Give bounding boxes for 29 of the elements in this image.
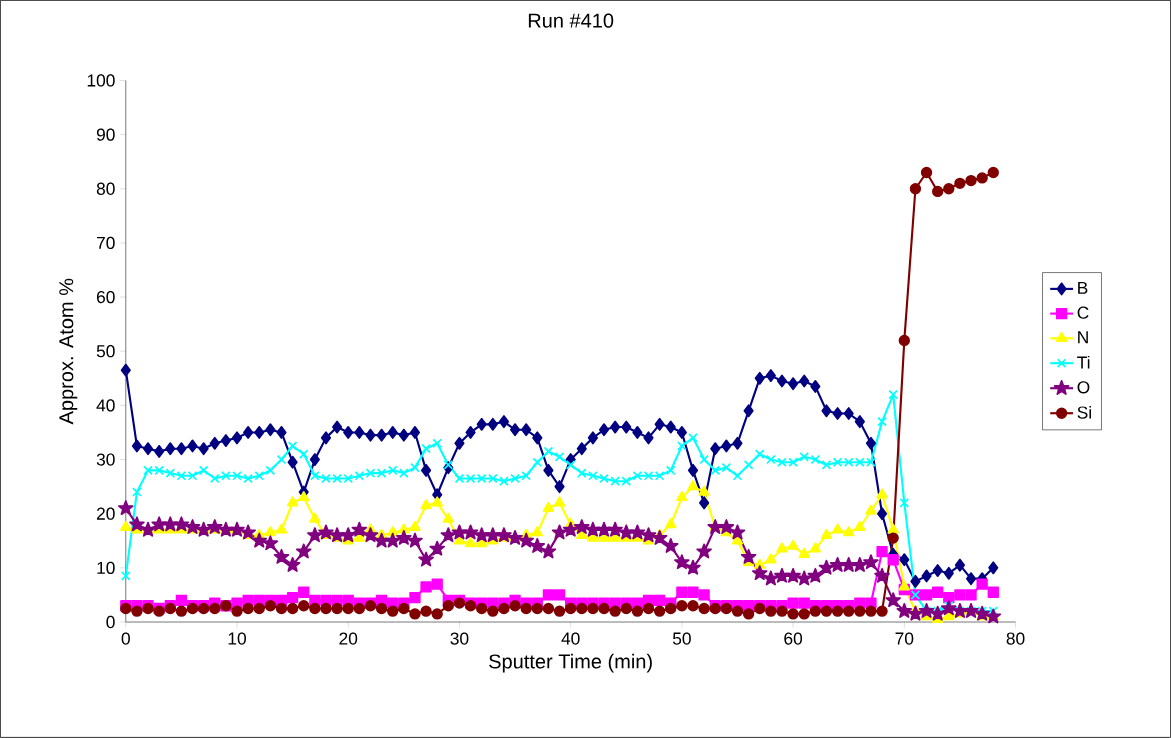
- y-tick-label: 20: [96, 507, 115, 520]
- legend-label: O: [1077, 381, 1090, 394]
- legend-label: Ti: [1077, 356, 1090, 369]
- y-tick-label: 0: [106, 615, 115, 629]
- y-tick-label: 30: [96, 453, 115, 466]
- y-tick-label: 10: [97, 561, 115, 575]
- x-tick-label: 40: [561, 632, 580, 645]
- legend-label: B: [1078, 282, 1088, 294]
- x-tick-label: 50: [672, 632, 691, 645]
- x-tick-label: 20: [339, 632, 358, 645]
- x-tick-label: 70: [895, 632, 914, 645]
- y-axis-title: Approx. Atom %: [59, 278, 78, 425]
- legend-label: C: [1077, 306, 1089, 319]
- chart-title: Run #410: [528, 13, 614, 28]
- legend-label: Si: [1077, 406, 1091, 419]
- y-tick-label: 40: [96, 399, 115, 412]
- y-tick-label: 100: [87, 74, 115, 87]
- y-tick-label: 50: [96, 345, 115, 358]
- x-tick-label: 0: [121, 632, 130, 645]
- x-axis-title: Sputter Time (min): [489, 653, 652, 673]
- x-tick-label: 10: [228, 632, 246, 645]
- x-tick-label: 60: [784, 632, 803, 645]
- x-tick-label: 80: [1006, 632, 1025, 645]
- legend-label: N: [1078, 331, 1088, 344]
- y-tick-label: 70: [97, 236, 115, 250]
- y-tick-label: 80: [96, 182, 115, 195]
- y-tick-label: 90: [96, 128, 115, 141]
- x-tick-label: 30: [450, 632, 469, 645]
- y-tick-label: 60: [96, 291, 115, 304]
